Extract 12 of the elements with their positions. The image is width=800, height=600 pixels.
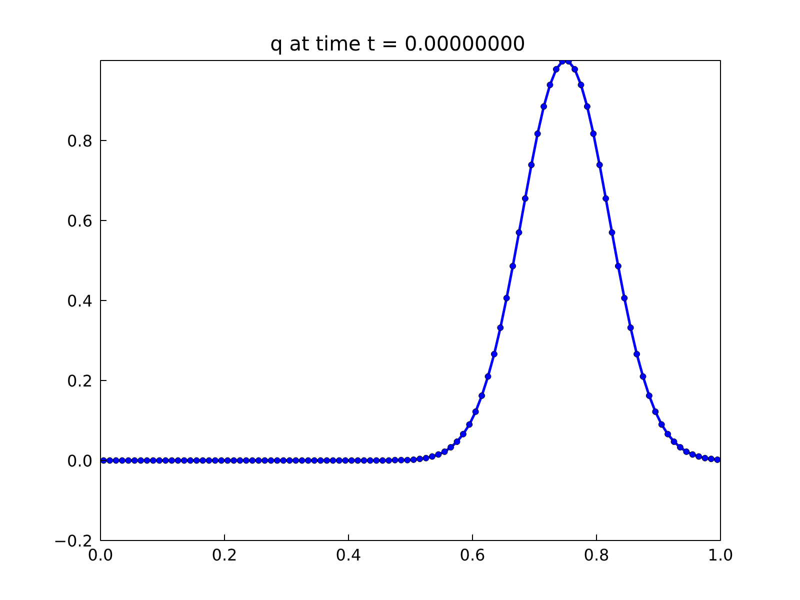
x-tick-label: 0.8: [584, 546, 610, 564]
y-tick-label: 0.4: [67, 292, 93, 310]
y-tick-label: 0.8: [67, 132, 93, 150]
x-tick-label: 0.4: [336, 546, 362, 564]
x-tick-label: 1.0: [708, 546, 734, 564]
y-tick-label: 0.2: [67, 372, 93, 390]
y-tick-label: 0.6: [67, 212, 93, 230]
y-tick-label: 0.0: [67, 452, 93, 470]
chart-title: q at time t = 0.00000000: [270, 32, 526, 56]
x-tick-label: 0.6: [460, 546, 486, 564]
x-tick-label: 0.2: [212, 546, 238, 564]
x-tick-label: 0.0: [88, 546, 114, 564]
